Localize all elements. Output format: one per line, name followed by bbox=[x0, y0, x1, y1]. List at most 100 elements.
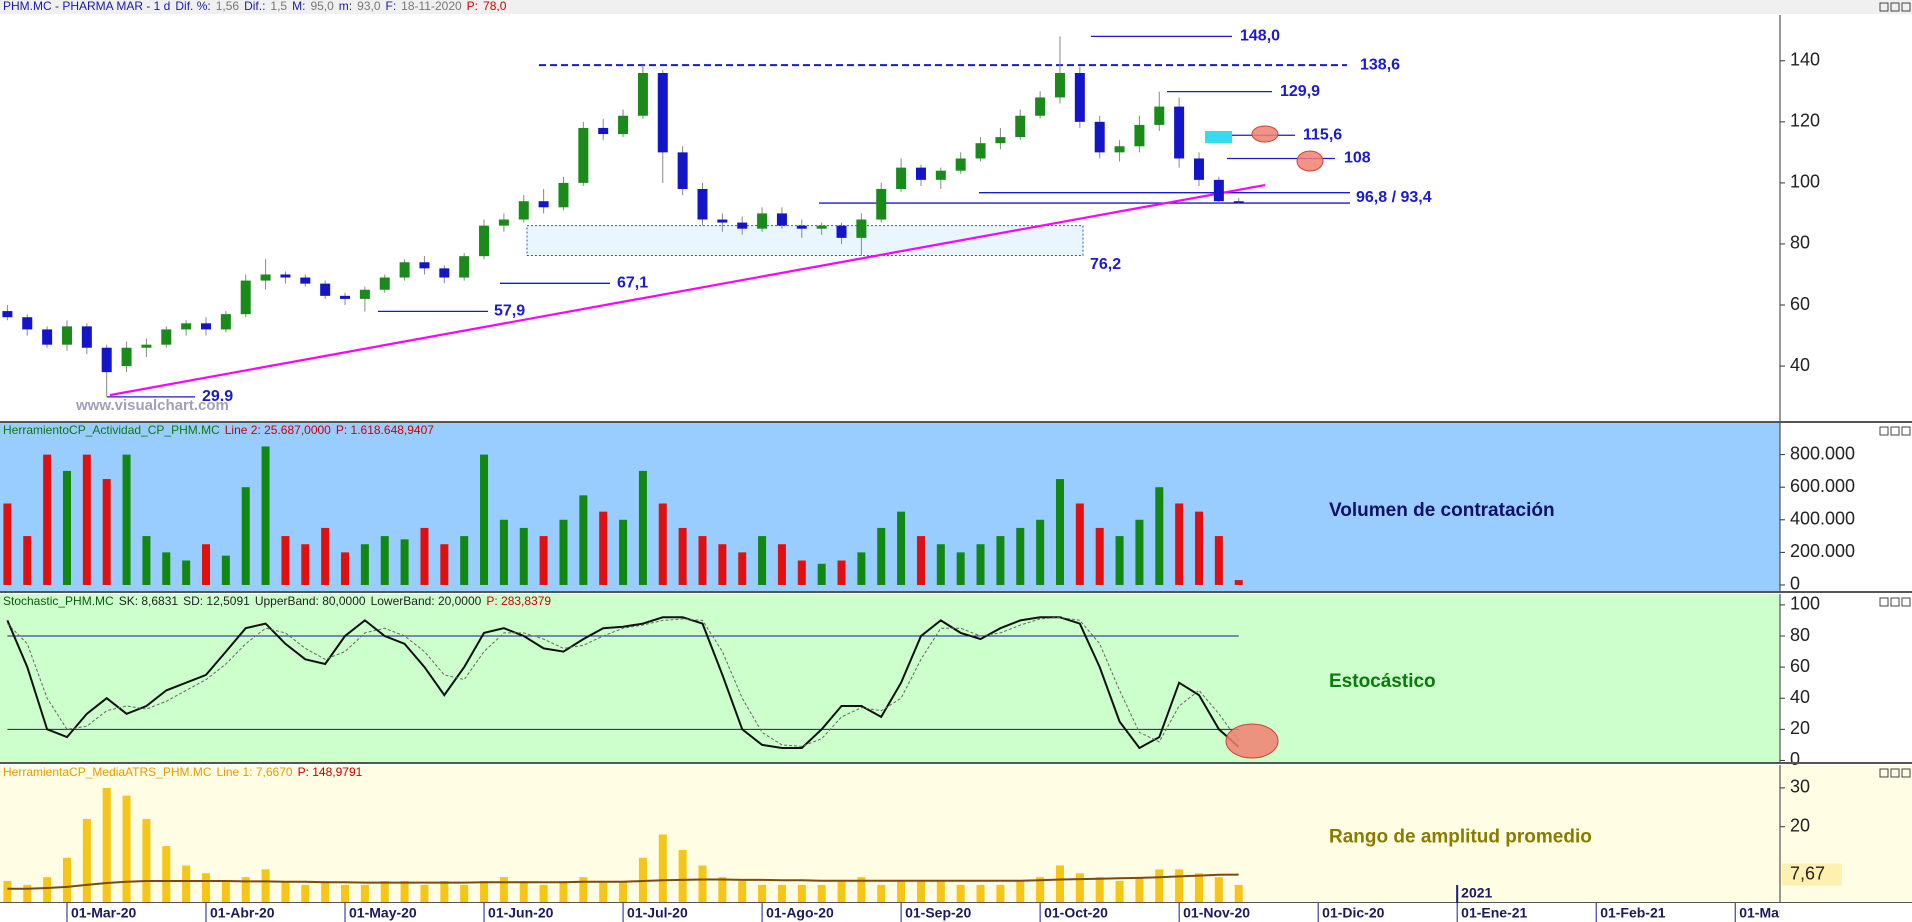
bar bbox=[1115, 536, 1124, 585]
candle-body bbox=[776, 213, 787, 226]
last-value-label: 7,67 bbox=[1790, 863, 1825, 883]
candle-body bbox=[459, 256, 470, 278]
x-tick-label: 01-Jul-20 bbox=[627, 905, 688, 921]
bar bbox=[261, 446, 270, 585]
header-item: 78,0 bbox=[483, 0, 507, 13]
candle-body bbox=[399, 262, 410, 278]
bar bbox=[341, 884, 350, 902]
window-control[interactable] bbox=[1901, 768, 1911, 778]
candle-body bbox=[538, 201, 549, 208]
bar bbox=[599, 881, 608, 902]
bar bbox=[202, 873, 210, 902]
header-item: UpperBand: 80,0000 bbox=[255, 594, 366, 608]
bar bbox=[162, 552, 171, 585]
bar bbox=[460, 536, 469, 585]
panel-label: Volumen de contratación bbox=[1329, 500, 1555, 521]
header-item: P: 283,8379 bbox=[486, 594, 551, 608]
bar bbox=[559, 519, 568, 585]
bar bbox=[817, 884, 826, 902]
x-tick-label: 01-Feb-21 bbox=[1600, 905, 1666, 921]
level-label: 67,1 bbox=[617, 275, 648, 292]
window-control[interactable] bbox=[1890, 768, 1900, 778]
highlight-circle bbox=[1251, 125, 1279, 143]
bar bbox=[499, 519, 508, 585]
header-item: SK: 8,6831 bbox=[119, 594, 179, 608]
candle-body bbox=[280, 274, 291, 278]
window-control[interactable] bbox=[1879, 426, 1889, 436]
candle-body bbox=[598, 127, 609, 135]
candle-body bbox=[1134, 124, 1145, 147]
bar bbox=[1095, 527, 1104, 585]
bar bbox=[142, 536, 151, 585]
window-control[interactable] bbox=[1901, 426, 1911, 436]
candle-body bbox=[320, 283, 331, 296]
candle-body bbox=[618, 115, 629, 135]
bar bbox=[420, 527, 429, 585]
panel-label: Rango de amplitud promedio bbox=[1329, 827, 1592, 848]
x-axis-corner bbox=[1780, 903, 1912, 922]
bar bbox=[62, 470, 71, 585]
x-axis-background bbox=[0, 903, 1912, 922]
level-label: 108 bbox=[1344, 150, 1371, 167]
bar bbox=[777, 544, 786, 585]
candle-body bbox=[757, 213, 768, 229]
candle-body bbox=[677, 152, 688, 189]
candle-body bbox=[637, 73, 648, 116]
bar bbox=[837, 881, 846, 902]
level-label: 138,6 bbox=[1360, 56, 1400, 73]
bar bbox=[519, 881, 528, 902]
level-label: 115,6 bbox=[1303, 126, 1342, 143]
y-tick-label: 40 bbox=[1790, 687, 1810, 707]
stochastic-line bbox=[6, 616, 1240, 750]
level-label: 76,2 bbox=[1090, 256, 1121, 273]
panel-header: Stochastic_PHM.MC SK: 8,6831 SD: 12,5091 Up… bbox=[3, 594, 551, 608]
window-control[interactable] bbox=[1901, 597, 1911, 607]
candle-body bbox=[1074, 73, 1085, 122]
header-item: HerramientoCP_Actividad_CP_PHM.MC bbox=[3, 423, 220, 437]
bar bbox=[718, 877, 727, 902]
bar bbox=[579, 877, 588, 902]
x-tick-label: 01-Abr-20 bbox=[210, 905, 275, 921]
bar bbox=[1115, 881, 1124, 902]
bar bbox=[1055, 479, 1064, 585]
bar bbox=[1175, 503, 1184, 585]
bar bbox=[698, 536, 707, 585]
bar bbox=[698, 865, 707, 902]
bar bbox=[1135, 877, 1144, 902]
candle-body bbox=[657, 73, 668, 153]
candle-body bbox=[201, 323, 211, 330]
bar bbox=[400, 539, 409, 585]
panel-header: HerramientaCP_MediaATRS_PHM.MC Line 1: 7,… bbox=[3, 765, 363, 779]
highlight-circle bbox=[1296, 150, 1324, 172]
x-tick-label: 01-Ago-20 bbox=[766, 905, 834, 921]
candle-body bbox=[22, 317, 33, 330]
header-item: F: bbox=[386, 0, 397, 13]
bar bbox=[1155, 869, 1164, 902]
bar bbox=[877, 884, 886, 902]
candle-body bbox=[81, 326, 92, 348]
candle-body bbox=[141, 344, 152, 348]
candle-body bbox=[558, 182, 569, 208]
window-control[interactable] bbox=[1879, 597, 1889, 607]
bar bbox=[102, 479, 111, 585]
header-bar bbox=[0, 0, 1912, 14]
bar bbox=[102, 787, 111, 902]
bar bbox=[62, 857, 71, 902]
consolidation-zone bbox=[526, 225, 1084, 257]
panel-background bbox=[0, 765, 1780, 902]
axis-background bbox=[1780, 423, 1912, 591]
candle-body bbox=[61, 326, 72, 345]
bar bbox=[182, 865, 191, 902]
window-control[interactable] bbox=[1879, 2, 1889, 12]
last-value-box bbox=[1782, 863, 1842, 886]
window-control[interactable] bbox=[1901, 2, 1911, 12]
bar bbox=[1195, 873, 1203, 902]
bar bbox=[480, 881, 489, 902]
window-control[interactable] bbox=[1890, 426, 1900, 436]
window-control[interactable] bbox=[1890, 597, 1900, 607]
header-item: P: 148,9791 bbox=[298, 765, 363, 779]
bar bbox=[857, 877, 866, 902]
window-control[interactable] bbox=[1879, 768, 1889, 778]
window-control[interactable] bbox=[1890, 2, 1900, 12]
year-label: 2021 bbox=[1461, 885, 1492, 901]
